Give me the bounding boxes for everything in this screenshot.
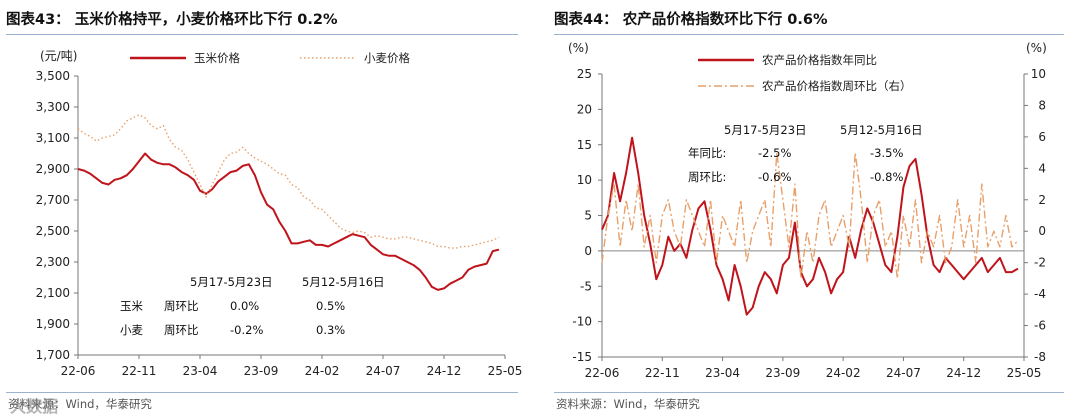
legend-yoy-label: 农产品价格指数年同比 xyxy=(762,53,877,67)
left-y-axis-unit: (元/吨) xyxy=(40,49,77,63)
right-y-right-tick-label: 4 xyxy=(1038,161,1046,175)
right-ann-row-metric: 周环比: xyxy=(688,170,726,184)
watermark-text: 大数据 xyxy=(10,397,59,416)
legend-wow-label: 农产品价格指数周环比（右） xyxy=(762,79,912,93)
left-x-tick-label: 24-12 xyxy=(427,364,462,378)
legend-wheat-label: 小麦价格 xyxy=(364,51,410,65)
left-y-tick-label: 2,700 xyxy=(36,193,70,207)
left-ann-row-item: 玉米 xyxy=(120,299,143,313)
right-y-right-unit: (%) xyxy=(1026,41,1047,55)
right-y-left-tick-label: -15 xyxy=(572,350,592,364)
right-ann-row-metric: 年同比: xyxy=(688,146,726,160)
right-y-left-tick-label: -10 xyxy=(572,315,592,329)
right-y-right-tick-label: 0 xyxy=(1038,224,1046,238)
right-x-tick-label: 22-06 xyxy=(585,366,620,380)
left-ann-row-col2: 0.5% xyxy=(316,299,345,313)
right-ann-row-col1: -2.5% xyxy=(758,146,791,160)
right-source-rule xyxy=(554,392,1064,393)
left-source-note: 资料来源：Wind，华泰研究 xyxy=(8,397,152,411)
left-y-tick-label: 2,900 xyxy=(36,162,70,176)
left-ann-row-col2: 0.3% xyxy=(316,323,345,337)
right-y-left-unit: (%) xyxy=(568,41,589,55)
left-ann-row-item: 小麦 xyxy=(120,323,143,337)
left-ann-header-2: 5月12-5月16日 xyxy=(302,275,385,289)
left-x-tick-label: 24-07 xyxy=(366,364,401,378)
right-ann-row-col2: -3.5% xyxy=(870,146,903,160)
right-y-right-tick-label: -4 xyxy=(1034,287,1046,301)
right-chart-title: 图表44： 农产品价格指数环比下行 0.6% xyxy=(554,12,828,28)
left-x-tick-label: 24-02 xyxy=(305,364,340,378)
left-y-tick-label: 1,700 xyxy=(36,348,70,362)
right-x-tick-label: 24-12 xyxy=(946,366,981,380)
right-source-note: 资料来源：Wind，华泰研究 xyxy=(556,397,700,411)
right-y-left-tick-label: 15 xyxy=(577,138,592,152)
right-y-left-tick-label: 25 xyxy=(577,67,592,81)
corn-price-line xyxy=(77,152,500,291)
left-ann-row-metric: 周环比 xyxy=(164,299,199,313)
left-y-tick-label: 1,900 xyxy=(36,317,70,331)
right-y-right-tick-label: 2 xyxy=(1038,193,1046,207)
right-ann-row-col2: -0.8% xyxy=(870,170,903,184)
left-y-tick-label: 3,500 xyxy=(36,69,70,83)
left-y-tick-label: 2,500 xyxy=(36,224,70,238)
wheat-price-line xyxy=(77,114,500,249)
right-ann-row-col1: -0.6% xyxy=(758,170,791,184)
left-y-tick-label: 2,100 xyxy=(36,286,70,300)
right-y-right-tick-label: 10 xyxy=(1031,67,1046,81)
left-x-tick-label: 23-04 xyxy=(183,364,218,378)
left-source-rule xyxy=(6,392,518,393)
right-y-right-tick-label: -8 xyxy=(1034,350,1046,364)
right-y-right-tick-label: -2 xyxy=(1034,256,1046,270)
right-y-right-tick-label: 6 xyxy=(1038,130,1046,144)
right-y-left-tick-label: 10 xyxy=(577,173,592,187)
right-x-tick-label: 23-09 xyxy=(765,366,800,380)
agri-yoy-line xyxy=(601,136,1019,316)
left-y-tick-label: 2,300 xyxy=(36,255,70,269)
right-x-tick-label: 25-05 xyxy=(1007,366,1042,380)
left-title-rule xyxy=(6,34,518,35)
left-chart-title: 图表43： 玉米价格持平，小麦价格环比下行 0.2% xyxy=(6,12,338,28)
right-y-left-tick-label: 20 xyxy=(577,102,592,116)
right-ann-header-2: 5月12-5月16日 xyxy=(840,123,923,137)
agri-wow-line xyxy=(601,151,1019,280)
left-y-tick-label: 3,300 xyxy=(36,100,70,114)
right-y-left-tick-label: 5 xyxy=(584,209,592,223)
left-chart-svg: 1,700 1,900 2,100 2,300 2,500 2,700 2,900 3,100… xyxy=(36,49,523,378)
right-title-rule xyxy=(554,34,1064,35)
right-y-right-tick-label: 8 xyxy=(1038,98,1046,112)
left-ann-row-col1: -0.2% xyxy=(230,323,263,337)
right-y-left-tick-label: -5 xyxy=(580,279,592,293)
left-ann-header-1: 5月17-5月23日 xyxy=(190,275,273,289)
left-ann-row-col1: 0.0% xyxy=(230,299,259,313)
right-x-tick-label: 24-02 xyxy=(826,366,861,380)
right-chart-panel: 图表44： 农产品价格指数环比下行 0.6% -15 -10 -5 0 5 10 15 20 2… xyxy=(548,0,1072,418)
right-chart-svg: -15 -10 -5 0 5 10 15 20 25 -8 -6 -4 -2 0 2 4 6 8 10 22-06 22… xyxy=(568,41,1047,380)
right-x-tick-label: 24-07 xyxy=(886,366,921,380)
left-ann-row-metric: 周环比 xyxy=(164,323,199,337)
right-x-tick-label: 23-04 xyxy=(705,366,740,380)
right-y-right-tick-label: -6 xyxy=(1034,319,1046,333)
right-x-tick-label: 22-11 xyxy=(645,366,680,380)
left-chart-panel: 图表43： 玉米价格持平，小麦价格环比下行 0.2% 1,700 1,900 2,1… xyxy=(0,0,530,418)
legend-corn-label: 玉米价格 xyxy=(194,51,240,65)
right-y-left-tick-label: 0 xyxy=(584,244,592,258)
left-y-tick-label: 3,100 xyxy=(36,131,70,145)
left-x-tick-label: 23-09 xyxy=(244,364,279,378)
left-x-tick-label: 22-11 xyxy=(122,364,157,378)
left-x-tick-label: 22-06 xyxy=(61,364,96,378)
right-ann-header-1: 5月17-5月23日 xyxy=(724,123,807,137)
left-x-tick-label: 25-05 xyxy=(488,364,523,378)
